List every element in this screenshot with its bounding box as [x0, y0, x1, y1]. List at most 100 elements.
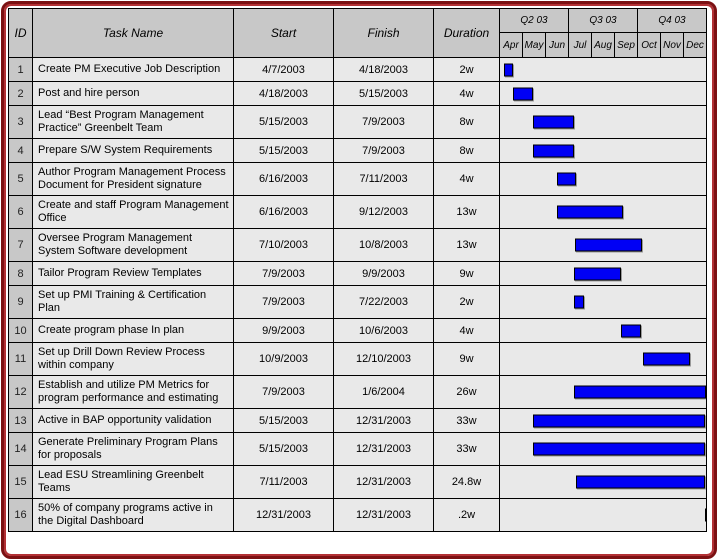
- task-row: 6 Create and staff Program Management Of…: [8, 195, 707, 229]
- task-name-cell: Post and hire person: [32, 81, 234, 106]
- task-name-cell: Author Program Management Process Docume…: [32, 162, 234, 196]
- gantt-bar: [532, 115, 575, 129]
- gantt-bar: [574, 295, 584, 309]
- task-row: 15 Lead ESU Streamlining Greenbelt Teams…: [8, 465, 707, 499]
- task-start-cell: 7/11/2003: [233, 465, 334, 499]
- task-finish-cell: 10/6/2003: [333, 318, 434, 343]
- task-name-cell: Set up Drill Down Review Process within …: [32, 342, 234, 376]
- col-header-finish: Finish: [333, 8, 434, 58]
- task-duration-cell: 9w: [433, 342, 500, 376]
- task-start-cell: 10/9/2003: [233, 342, 334, 376]
- task-id-cell: 14: [8, 432, 33, 466]
- month-header-nov: Nov: [660, 32, 684, 58]
- gantt-bar: [643, 352, 690, 366]
- timeline-cell: [499, 195, 707, 229]
- month-header-row: Apr May Jun Jul Aug Sep Oct Nov Dec: [9, 32, 707, 58]
- gantt-bar: [556, 172, 576, 186]
- task-name-cell: Active in BAP opportunity validation: [32, 408, 234, 433]
- timeline-cell: [499, 138, 707, 163]
- task-row: 3 Lead “Best Program Management Practice…: [8, 105, 707, 139]
- gantt-bar: [705, 508, 706, 522]
- task-name-cell: Oversee Program Management System Softwa…: [32, 228, 234, 262]
- task-id-cell: 9: [8, 285, 33, 319]
- task-start-cell: 5/15/2003: [233, 432, 334, 466]
- task-id-cell: 1: [8, 57, 33, 82]
- month-header-dec: Dec: [683, 32, 707, 58]
- task-id-cell: 10: [8, 318, 33, 343]
- task-start-cell: 12/31/2003: [233, 498, 334, 532]
- task-finish-cell: 12/31/2003: [333, 432, 434, 466]
- task-name-cell: 50% of company programs active in the Di…: [32, 498, 234, 532]
- task-name-cell: Set up PMI Training & Certification Plan: [32, 285, 234, 319]
- task-row: 11 Set up Drill Down Review Process with…: [8, 342, 707, 376]
- task-row: 5 Author Program Management Process Docu…: [8, 162, 707, 196]
- timeline-cell: [499, 498, 707, 532]
- task-finish-cell: 7/9/2003: [333, 105, 434, 139]
- timeline-cell: [499, 57, 707, 82]
- task-start-cell: 4/7/2003: [233, 57, 334, 82]
- task-finish-cell: 9/9/2003: [333, 261, 434, 286]
- task-duration-cell: 4w: [433, 318, 500, 343]
- timeline-cell: [499, 465, 707, 499]
- task-start-cell: 9/9/2003: [233, 318, 334, 343]
- task-id-cell: 5: [8, 162, 33, 196]
- task-name-cell: Lead ESU Streamlining Greenbelt Teams: [32, 465, 234, 499]
- timeline-cell: [499, 285, 707, 319]
- task-duration-cell: 26w: [433, 375, 500, 409]
- task-duration-cell: 4w: [433, 162, 500, 196]
- task-name-cell: Create PM Executive Job Description: [32, 57, 234, 82]
- task-duration-cell: 9w: [433, 261, 500, 286]
- task-finish-cell: 7/22/2003: [333, 285, 434, 319]
- task-id-cell: 2: [8, 81, 33, 106]
- task-finish-cell: 9/12/2003: [333, 195, 434, 229]
- col-header-task-name: Task Name: [32, 8, 234, 58]
- task-row: 16 50% of company programs active in the…: [8, 498, 707, 532]
- task-row: 10 Create program phase In plan 9/9/2003…: [8, 318, 707, 343]
- task-row: 1 Create PM Executive Job Description 4/…: [8, 57, 707, 82]
- task-row: 8 Tailor Program Review Templates 7/9/20…: [8, 261, 707, 286]
- col-header-duration: Duration: [433, 8, 500, 58]
- task-duration-cell: 2w: [433, 285, 500, 319]
- task-duration-cell: 13w: [433, 228, 500, 262]
- gantt-bar: [504, 63, 513, 76]
- col-header-id: ID: [8, 8, 33, 58]
- timeline-cell: [499, 432, 707, 466]
- gantt-bar: [574, 385, 706, 399]
- task-id-cell: 15: [8, 465, 33, 499]
- gantt-header: ID Task Name Start Finish Duration Q2 03…: [8, 8, 707, 58]
- task-start-cell: 6/16/2003: [233, 195, 334, 229]
- timeline-cell: [499, 81, 707, 106]
- task-name-cell: Prepare S/W System Requirements: [32, 138, 234, 163]
- task-row: 12 Establish and utilize PM Metrics for …: [8, 375, 707, 409]
- timeline-cell: [499, 342, 707, 376]
- task-finish-cell: 12/31/2003: [333, 408, 434, 433]
- quarter-header-q4-03: Q4 03: [637, 8, 707, 33]
- task-duration-cell: 24.8w: [433, 465, 500, 499]
- task-start-cell: 5/15/2003: [233, 138, 334, 163]
- task-id-cell: 3: [8, 105, 33, 139]
- gantt-bar: [556, 205, 623, 219]
- task-duration-cell: 8w: [433, 138, 500, 163]
- month-header-jun: Jun: [545, 32, 569, 58]
- task-name-cell: Establish and utilize PM Metrics for pro…: [32, 375, 234, 409]
- gantt-bar: [620, 324, 641, 337]
- task-row: 7 Oversee Program Management System Soft…: [8, 228, 707, 262]
- task-start-cell: 6/16/2003: [233, 162, 334, 196]
- gantt-bar: [575, 475, 706, 489]
- task-row: 2 Post and hire person 4/18/2003 5/15/20…: [8, 81, 707, 106]
- task-finish-cell: 7/11/2003: [333, 162, 434, 196]
- task-start-cell: 7/9/2003: [233, 285, 334, 319]
- task-start-cell: 7/9/2003: [233, 375, 334, 409]
- task-start-cell: 7/10/2003: [233, 228, 334, 262]
- month-header-jul: Jul: [568, 32, 592, 58]
- task-id-cell: 8: [8, 261, 33, 286]
- month-header-oct: Oct: [637, 32, 661, 58]
- task-id-cell: 16: [8, 498, 33, 532]
- quarter-header-row: ID Task Name Start Finish Duration Q2 03…: [8, 8, 707, 58]
- task-finish-cell: 5/15/2003: [333, 81, 434, 106]
- task-finish-cell: 1/6/2004: [333, 375, 434, 409]
- task-id-cell: 12: [8, 375, 33, 409]
- gantt-bar: [574, 238, 643, 252]
- task-id-cell: 11: [8, 342, 33, 376]
- task-duration-cell: 8w: [433, 105, 500, 139]
